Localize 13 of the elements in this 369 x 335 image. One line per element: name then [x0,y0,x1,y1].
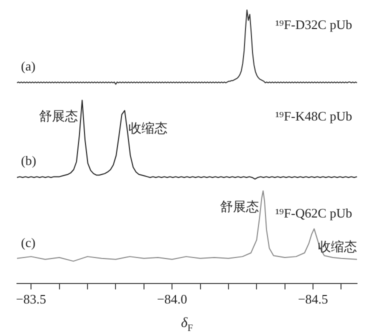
annotation: ¹⁹F-D32C pUb [275,17,352,32]
annotation: 舒展态 [39,108,78,124]
x-tick-label: −84.0 [157,292,188,307]
annotation: (b) [21,153,36,168]
annotation: ¹⁹F-K48C pUb [275,108,352,124]
annotation: (a) [21,58,36,74]
annotation: (c) [21,235,36,250]
annotation: 舒展态 [220,198,260,214]
x-tick-label: −84.5 [298,292,328,307]
annotation: ¹⁹F-Q62C pUb [275,205,352,220]
x-tick-label: −83.5 [16,292,46,307]
annotation: 收缩态 [128,120,168,136]
annotation: 收缩态 [318,238,358,254]
